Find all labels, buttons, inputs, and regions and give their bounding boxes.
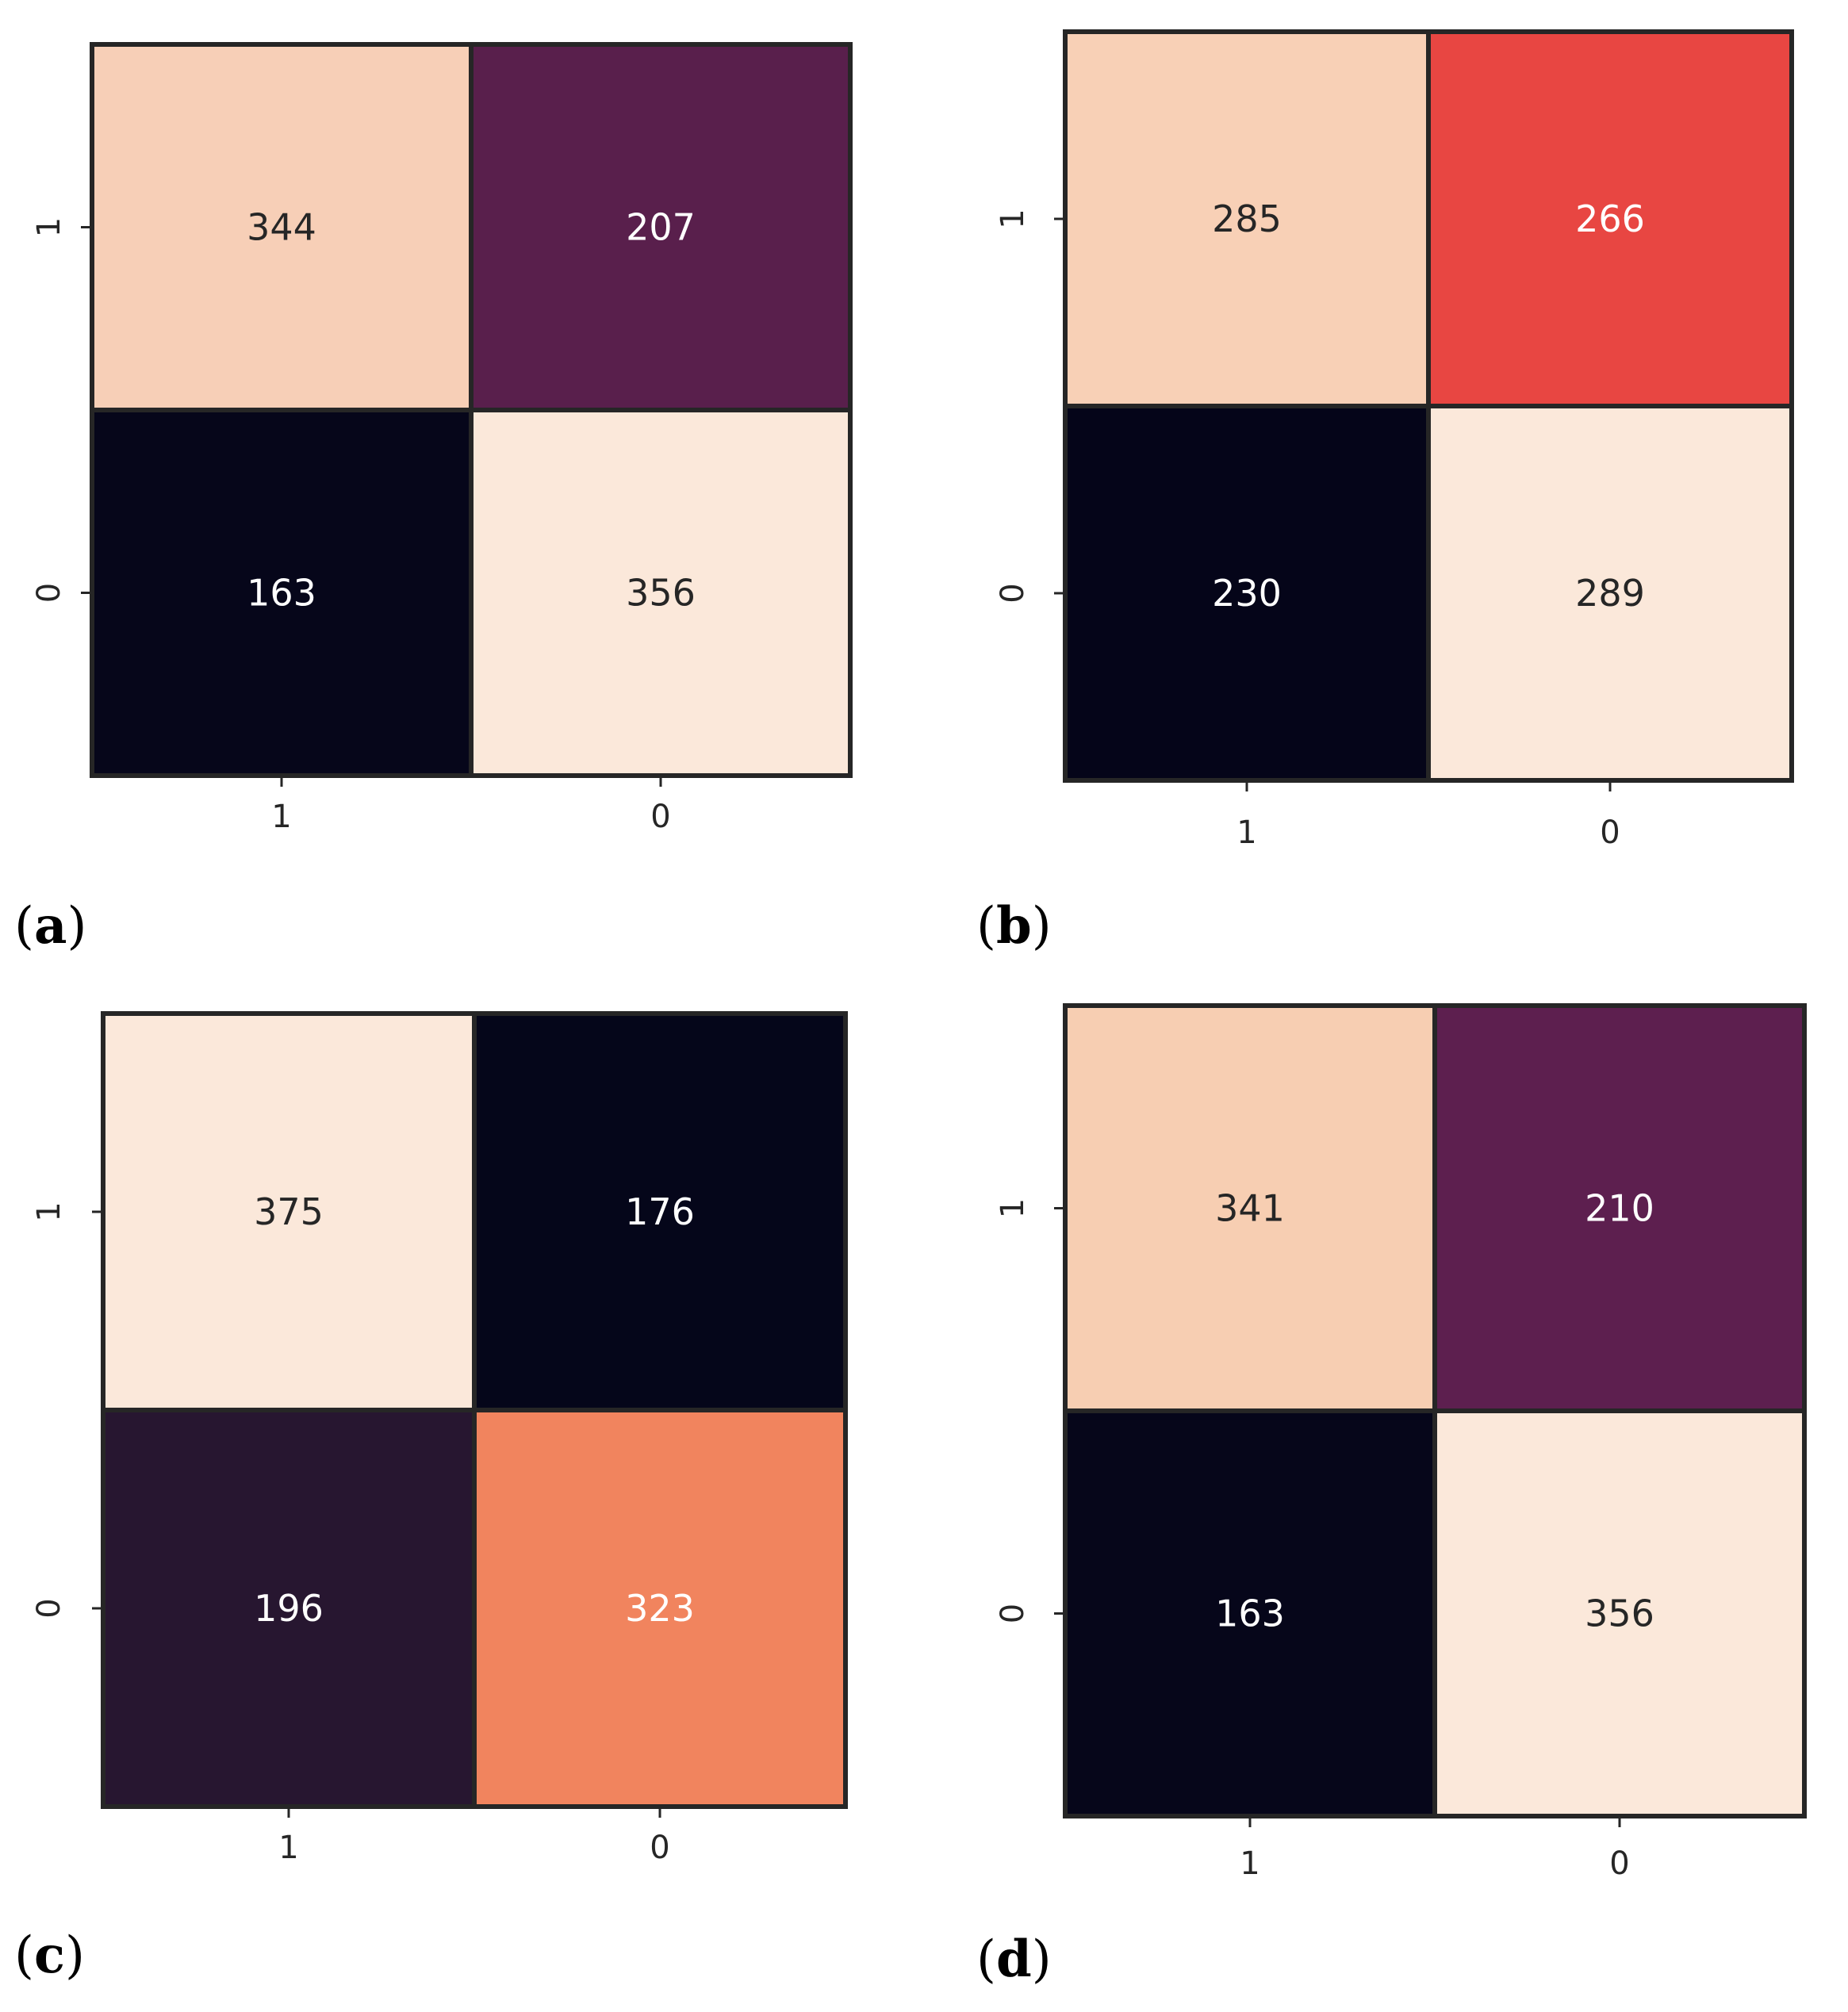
heatmap-frame <box>1063 1003 1807 1818</box>
panel-label-b: (b) <box>976 896 1052 956</box>
cell-value-label: 344 <box>247 206 316 249</box>
cell-value-label: 356 <box>1585 1592 1654 1635</box>
x-tick-label: 0 <box>1609 1845 1629 1882</box>
cell-value-label: 163 <box>1215 1592 1285 1635</box>
cell-value-label: 356 <box>626 572 696 615</box>
confusion-matrix-panel-b: 285 266 230 289 1 0 1 0 (b) <box>924 0 1848 1006</box>
heatmap-frame <box>101 1011 848 1809</box>
x-tick-label: 1 <box>1236 814 1256 851</box>
y-tick-label: 1 <box>31 217 67 237</box>
heatmap-cell <box>472 1408 848 1809</box>
x-tick-label: 1 <box>271 799 291 835</box>
y-tick-label: 1 <box>31 1201 67 1221</box>
cell-value-label: 207 <box>626 206 696 249</box>
heatmap-cell <box>1063 404 1431 783</box>
x-tick-label: 0 <box>650 1830 669 1866</box>
heatmap-frame <box>1063 29 1794 783</box>
y-tick-label: 0 <box>995 1604 1031 1623</box>
cell-value-label: 176 <box>625 1190 695 1233</box>
cell-value-label: 323 <box>625 1587 695 1630</box>
heatmap-cell <box>90 408 474 778</box>
panel-label-c: (c) <box>14 1926 85 1985</box>
heatmap-cell <box>1063 1003 1437 1413</box>
confusion-matrix-panel-d: 341 210 163 356 1 0 1 0 (d) <box>924 1003 1848 2011</box>
heatmap-cell <box>1432 1003 1807 1413</box>
heatmap-cell <box>469 408 853 778</box>
cell-value-label: 210 <box>1585 1187 1654 1230</box>
cell-value-label: 163 <box>247 572 316 615</box>
panel-label-a: (a) <box>14 896 87 956</box>
heatmap-cell <box>101 1011 477 1412</box>
x-tick-label: 1 <box>278 1830 298 1866</box>
heatmap-cell <box>1426 404 1794 783</box>
cell-value-label: 266 <box>1575 197 1645 240</box>
confusion-matrix-c: 375 176 196 323 1 0 1 0 <box>31 1011 848 1866</box>
cell-value-label: 341 <box>1215 1187 1285 1230</box>
cell-value-label: 196 <box>254 1587 324 1630</box>
y-tick-label: 0 <box>31 1598 67 1618</box>
confusion-matrix-a: 344 207 163 356 1 0 1 0 <box>31 42 853 835</box>
confusion-matrix-b: 285 266 230 289 1 0 1 0 <box>995 29 1794 851</box>
cell-value-label: 375 <box>254 1190 324 1233</box>
y-tick-label: 1 <box>995 209 1031 228</box>
heatmap-cell <box>101 1408 477 1809</box>
x-tick-label: 1 <box>1240 1845 1259 1882</box>
cell-value-label: 230 <box>1212 572 1282 615</box>
heatmap-cell <box>1432 1408 1807 1818</box>
confusion-matrix-panel-a: 344 207 163 356 1 0 1 0 (a) <box>0 0 924 1006</box>
y-tick-label: 1 <box>995 1198 1031 1218</box>
heatmap-cell <box>472 1011 848 1412</box>
heatmap-cell <box>90 42 474 412</box>
panel-letter-b: b <box>995 896 1032 956</box>
heatmap-frame <box>90 42 853 778</box>
heatmap-cell <box>1063 29 1431 408</box>
y-tick-label: 0 <box>995 583 1031 603</box>
cell-value-label: 285 <box>1212 197 1282 240</box>
x-tick-label: 0 <box>650 799 670 835</box>
confusion-matrix-panel-c: 375 176 196 323 1 0 1 0 (c) <box>0 1006 924 2011</box>
heatmap-cell <box>1063 1408 1437 1818</box>
x-tick-label: 0 <box>1600 814 1620 851</box>
panel-label-d: (d) <box>976 1930 1052 1989</box>
y-tick-label: 0 <box>31 583 67 603</box>
panel-letter-a: a <box>33 896 67 956</box>
panel-letter-d: d <box>995 1930 1032 1989</box>
cell-value-label: 289 <box>1575 572 1645 615</box>
heatmap-cell <box>469 42 853 412</box>
panel-letter-c: c <box>33 1926 65 1985</box>
confusion-matrix-d: 341 210 163 356 1 0 1 0 <box>995 1003 1807 1882</box>
